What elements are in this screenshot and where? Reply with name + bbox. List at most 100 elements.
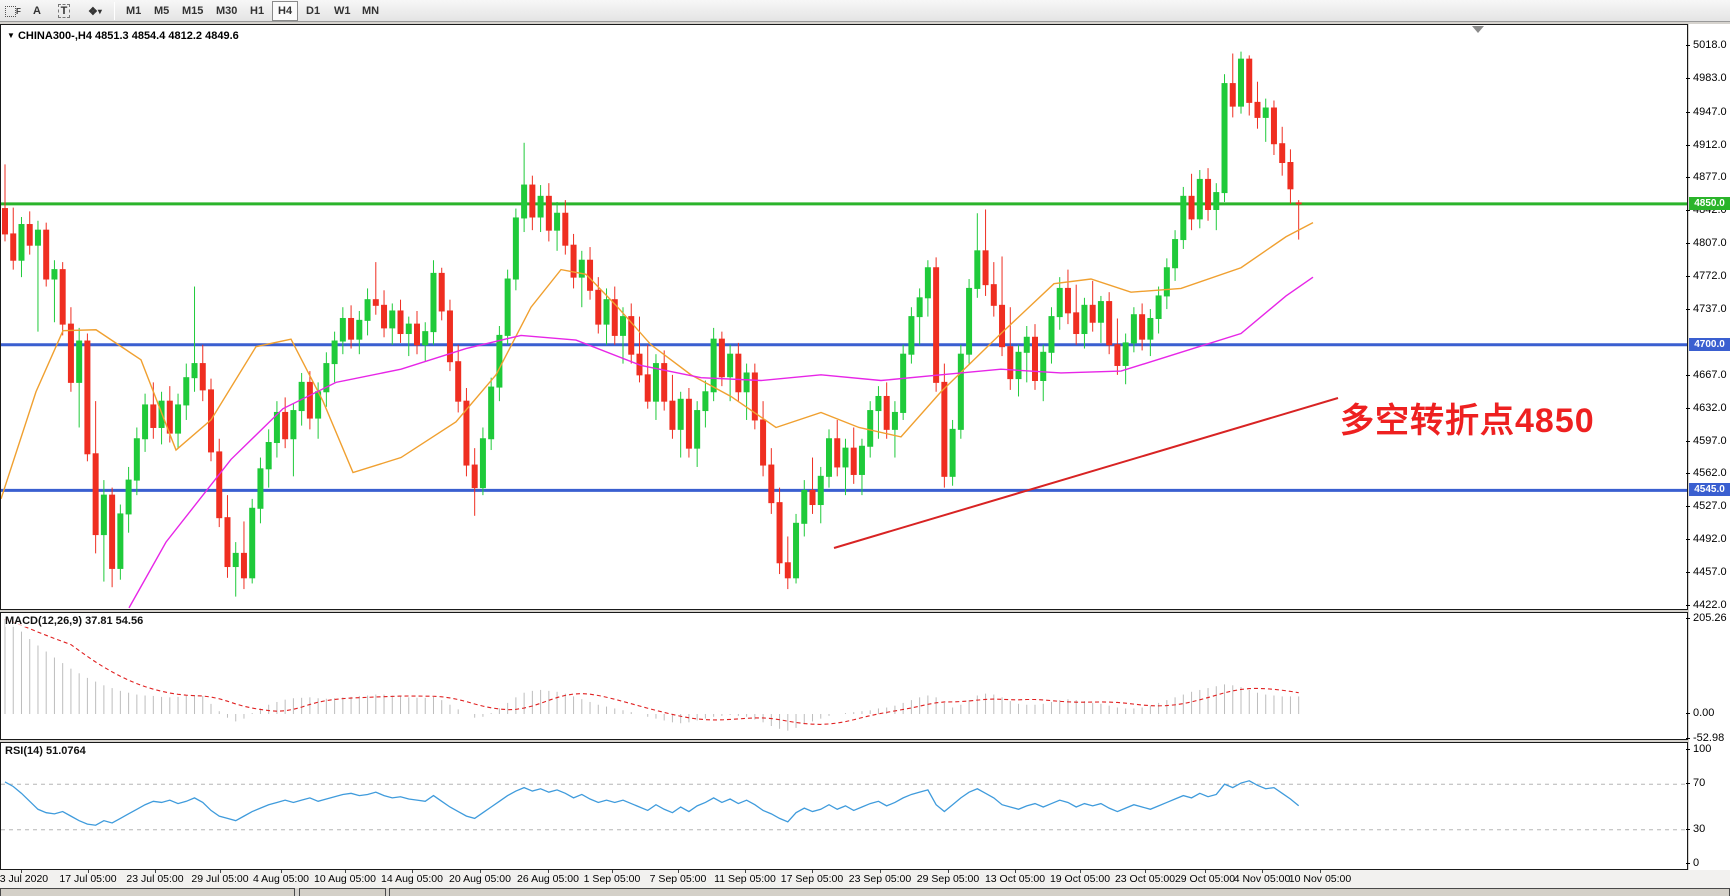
time-tick-mark: [1205, 870, 1206, 873]
rsi-tick-0: 0: [1693, 857, 1700, 869]
time-label: 4 Aug 05:00: [252, 873, 310, 885]
tick-mark: [1686, 111, 1690, 113]
time-label: 23 Oct 05:00: [1114, 873, 1176, 885]
time-tick-mark: [480, 870, 481, 873]
price-badge-4700: 4700.0: [1689, 337, 1730, 351]
time-label: 20 Aug 05:00: [449, 873, 511, 885]
timeframe-button-M15[interactable]: M15: [182, 5, 204, 17]
tick-mark: [1686, 276, 1690, 278]
tick-mark: [1686, 473, 1690, 475]
price-tick-4737: 4737.0: [1693, 303, 1727, 316]
timeframe-button-H1[interactable]: H1: [250, 5, 265, 17]
time-label: 26 Aug 05:00: [517, 873, 579, 885]
time-label: 29 Jul 05:00: [191, 873, 249, 885]
macd-chart: [4, 618, 1300, 731]
price-tick-4422: 4422.0: [1693, 599, 1727, 611]
label-t-icon: T: [57, 4, 71, 18]
price-tick-4772: 4772.0: [1693, 270, 1727, 283]
time-label: 29 Oct 05:00: [1174, 873, 1236, 885]
symbol-dropdown-icon[interactable]: ▼: [7, 31, 15, 40]
tick-mark: [1686, 828, 1690, 830]
rsi-tick-100: 100: [1693, 743, 1712, 755]
chevron-down-icon: ▾: [97, 6, 102, 16]
price-tick-4667: 4667.0: [1693, 368, 1727, 381]
time-axis[interactable]: 13 Jul 2020 17 Jul 05:00 23 Jul 05:00 29 Ju…: [0, 870, 1730, 888]
price-axis[interactable]: 5018.0 4983.0 4947.0 4912.0 4877.0 4842.0 4807…: [1686, 24, 1730, 870]
price-tick-4912: 4912.0: [1693, 138, 1727, 151]
timeframe-button-D1[interactable]: D1: [306, 5, 321, 17]
ma-slow-line[interactable]: [128, 276, 1314, 609]
time-tick-mark: [1080, 870, 1081, 873]
time-tick-mark: [1015, 870, 1016, 873]
tick-mark: [1686, 45, 1690, 46]
text-a-icon: A: [33, 5, 41, 17]
cursor-icon: ❖: [88, 5, 98, 18]
tick-mark: [1686, 713, 1690, 714]
tick-mark: [1686, 144, 1690, 146]
time-label: 10 Aug 05:00: [314, 873, 376, 885]
tick-mark: [1686, 783, 1690, 785]
timeframe-button-H4[interactable]: H4: [272, 1, 299, 21]
time-tick-mark: [812, 870, 813, 873]
candlestick-chart[interactable]: [0, 25, 1687, 609]
price-tick-4562: 4562.0: [1693, 467, 1727, 480]
time-label: 11 Sep 05:00: [714, 873, 776, 885]
time-tick-mark: [548, 870, 549, 873]
time-label: 19 Oct 05:00: [1049, 873, 1111, 885]
timeframe-button-MN[interactable]: MN: [362, 5, 380, 17]
time-label: 17 Jul 05:00: [59, 873, 117, 885]
price-tick-4807: 4807.0: [1693, 237, 1727, 250]
rsi-panel[interactable]: RSI(14) 51.0764: [0, 742, 1688, 870]
rsi-label: RSI(14) 51.0764: [5, 745, 86, 757]
timeframe-button-M5[interactable]: M5: [154, 5, 170, 17]
macd-panel[interactable]: MACD(12,26,9) 37.81 54.56: [0, 612, 1688, 740]
frame-f-label: F: [16, 6, 21, 16]
tick-mark: [1686, 737, 1690, 739]
indicator-frame-tool-button[interactable]: F: [2, 1, 24, 21]
trendline[interactable]: [833, 397, 1339, 549]
price-chart-panel[interactable]: ▼ CHINA300-,H4 4851.3 4854.4 4812.2 4849…: [0, 24, 1688, 610]
time-tick-mark: [1320, 870, 1321, 873]
macd-label: MACD(12,26,9) 37.81 54.56: [5, 615, 144, 627]
time-tick-mark: [1145, 870, 1146, 873]
time-label: 14 Aug 05:00: [381, 873, 443, 885]
time-tick-mark: [220, 870, 221, 873]
price-tick-4632: 4632.0: [1693, 401, 1727, 414]
minimized-window-0[interactable]: [0, 888, 295, 896]
time-label: 23 Sep 05:00: [848, 873, 912, 885]
price-tick-4877: 4877.0: [1693, 171, 1727, 184]
cursor-tool-button[interactable]: ❖ ▾: [80, 1, 110, 21]
time-tick-mark: [612, 870, 613, 873]
tick-mark: [1686, 440, 1690, 442]
minimized-window-2[interactable]: [389, 888, 1730, 896]
tick-mark: [1686, 374, 1690, 376]
text-tool-button[interactable]: A: [26, 1, 48, 21]
timeframe-button-M1[interactable]: M1: [126, 5, 142, 17]
time-label: 10 Nov 05:00: [1288, 873, 1352, 885]
time-label: 29 Sep 05:00: [916, 873, 980, 885]
time-tick-mark: [412, 870, 413, 873]
time-label: 13 Jul 2020: [0, 873, 49, 885]
time-tick-mark: [345, 870, 346, 873]
price-tick-4457: 4457.0: [1693, 566, 1727, 579]
tick-mark: [1686, 210, 1690, 212]
time-tick-mark: [155, 870, 156, 873]
minimized-window-1[interactable]: [299, 888, 386, 896]
tick-mark: [1686, 572, 1690, 574]
price-badge-4545: 4545.0: [1689, 483, 1730, 497]
chart-shift-marker-icon[interactable]: [1472, 26, 1484, 33]
ma-fast-line[interactable]: [0, 222, 1314, 500]
macd-signal-line: [4, 618, 1299, 725]
time-tick-mark: [281, 870, 282, 873]
label-tool-button[interactable]: T: [52, 1, 76, 21]
timeframe-button-W1[interactable]: W1: [334, 5, 351, 17]
price-tick-5018: 5018.0: [1693, 39, 1727, 51]
tick-mark: [1686, 309, 1690, 311]
timeframe-button-M30[interactable]: M30: [216, 5, 238, 17]
time-tick-mark: [1262, 870, 1263, 873]
toolbar: F A T ❖ ▾ M1 M5 M15 M30 H1 H4 D1 W1 MN: [0, 0, 1730, 22]
price-tick-4983: 4983.0: [1693, 71, 1727, 84]
tick-mark: [1686, 605, 1690, 606]
price-tick-4492: 4492.0: [1693, 533, 1727, 546]
time-tick-mark: [678, 870, 679, 873]
